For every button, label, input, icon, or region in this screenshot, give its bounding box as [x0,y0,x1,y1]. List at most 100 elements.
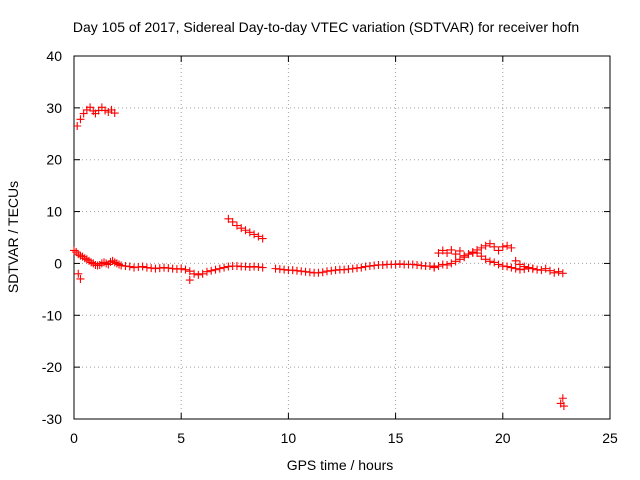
data-point [245,228,254,237]
data-point [558,394,567,403]
data-point [460,253,469,262]
data-point [494,246,503,255]
y-tick-label: 20 [46,152,62,168]
data-point [498,242,507,251]
data-point [73,122,82,131]
x-tick-label: 15 [388,430,404,446]
grid [74,56,610,419]
data-point [241,226,250,235]
series-descending-arc [224,214,267,243]
data-point [511,264,520,273]
data-point [76,115,85,124]
data-point [434,262,443,271]
data-point [507,243,516,252]
data-point [447,245,456,254]
data-point [254,232,263,241]
data-point [250,230,259,239]
x-tick-label: 20 [495,430,511,446]
data-point [228,217,237,226]
data-point [443,249,452,258]
data-point [541,264,550,273]
x-tick-label: 10 [281,430,297,446]
series-outliers [74,269,568,411]
data-point [138,262,147,271]
data-point [125,262,134,271]
data-point [438,246,447,255]
data-point [520,265,529,274]
data-point [473,249,482,258]
y-tick-label: 30 [46,100,62,116]
data-point [481,241,490,250]
data-point [74,269,83,278]
data-point [451,250,460,259]
data-point [258,234,267,243]
data-point [434,249,443,258]
data-point [477,252,486,261]
data-point [559,402,568,411]
data-point [72,248,81,257]
data-point [511,256,520,265]
data-point [207,266,216,275]
data-point [115,260,124,269]
y-tick-label: -10 [42,307,62,323]
data-point [481,255,490,264]
data-point [485,239,494,248]
data-point [430,263,439,272]
data-point [357,263,366,272]
data-point [455,255,464,264]
data-point [503,241,512,250]
data-point [232,221,241,230]
plot-frame [73,55,611,420]
y-tick-label: -20 [42,359,62,375]
data-point [110,109,119,118]
y-tick-labels: -30 -20 -10 0 10 20 30 40 [42,48,62,427]
data-point [558,269,567,278]
axis-ticks [73,55,611,420]
data-point [198,269,207,278]
data-point [224,214,233,223]
chart-title: Day 105 of 2017, Sidereal Day-to-day VTE… [73,19,579,35]
data-point [443,260,452,269]
series-early-high-arc [73,103,119,131]
data-point [455,246,464,255]
data-point [528,264,537,273]
x-tick-label: 0 [70,430,78,446]
data-point [503,262,512,271]
data-point [490,242,499,251]
y-tick-label: 40 [46,48,62,64]
data-point [464,250,473,259]
x-tick-labels: 0 5 10 15 20 25 [70,430,618,446]
series-secondary-band [430,248,537,274]
data-point [181,265,190,274]
y-tick-label: 10 [46,204,62,220]
data-point [190,269,199,278]
data-point [550,268,559,277]
x-tick-label: 25 [602,430,618,446]
data-point [177,264,186,273]
data-point [215,264,224,273]
data-point [477,243,486,252]
series-near-zero-main [70,239,567,279]
data-point [70,246,78,255]
data-point [185,267,194,276]
data-point [202,267,211,276]
data-point [507,263,516,272]
data-point [545,266,554,275]
data-point [258,263,267,272]
data-point [237,224,246,233]
y-tick-label: -30 [42,411,62,427]
data-point [537,266,546,275]
data-point [468,248,477,257]
data-points [70,103,568,411]
data-point [447,259,456,268]
data-point [554,267,563,276]
data-point [185,276,194,285]
data-point [451,257,460,266]
data-point [194,270,203,279]
data-point [211,265,220,274]
data-point [494,260,503,269]
x-axis-title: GPS time / hours [287,457,394,473]
data-point [76,274,85,283]
data-point [490,258,499,267]
